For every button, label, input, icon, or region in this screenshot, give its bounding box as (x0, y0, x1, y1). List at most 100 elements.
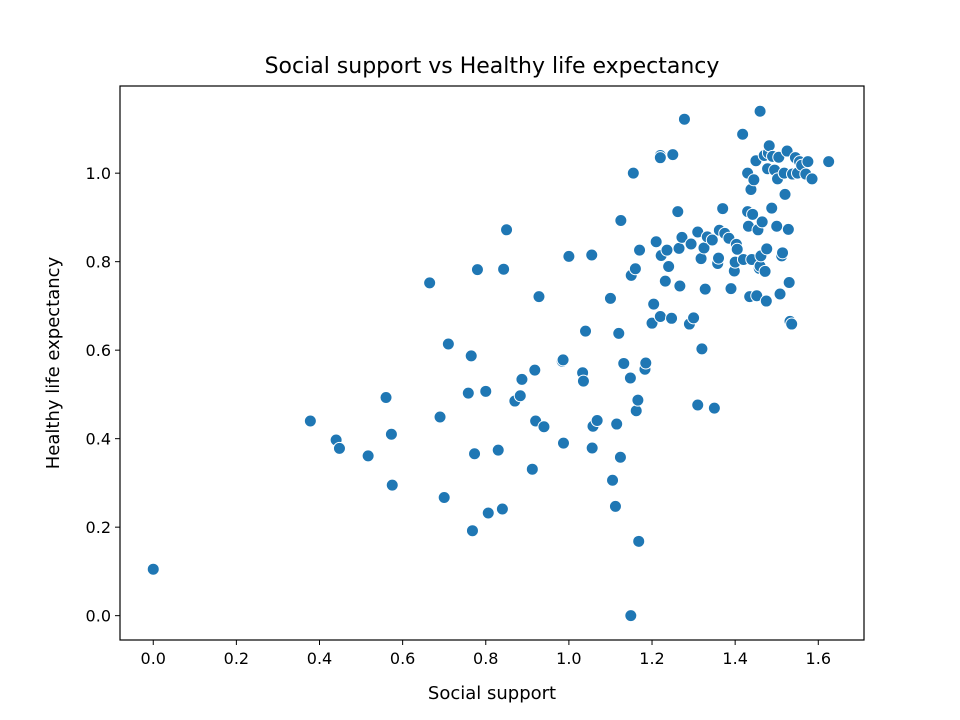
data-point (658, 274, 672, 288)
data-point (760, 242, 774, 256)
data-point (441, 337, 455, 351)
data-point (698, 282, 712, 296)
data-point (491, 443, 505, 457)
data-point (479, 384, 493, 398)
data-point (513, 389, 527, 403)
chart-title: Social support vs Healthy life expectanc… (265, 54, 720, 79)
x-tick-label: 0.4 (307, 649, 332, 668)
data-point (639, 356, 653, 370)
data-point (707, 401, 721, 415)
data-point (385, 478, 399, 492)
data-point (746, 207, 760, 221)
data-point (632, 534, 646, 548)
data-point (776, 246, 790, 260)
plot-frame (119, 85, 865, 641)
data-point (716, 202, 730, 216)
data-point (379, 391, 393, 405)
data-point (694, 252, 708, 266)
data-point (579, 324, 593, 338)
y-tick-label: 0.4 (86, 430, 111, 449)
data-point (464, 349, 478, 363)
x-tick-label: 0.2 (224, 649, 249, 668)
data-point (753, 104, 767, 118)
data-point (617, 356, 631, 370)
data-point (562, 249, 576, 263)
y-axis: 0.0 0.2 0.4 0.6 0.8 1.0 (86, 164, 120, 626)
data-point (653, 151, 667, 165)
y-tick-label: 0.8 (86, 253, 111, 272)
x-tick-label: 1.6 (806, 649, 831, 668)
x-axis-label: Social support (428, 683, 556, 704)
data-point (695, 342, 709, 356)
data-point (525, 462, 539, 476)
y-tick-label: 0.6 (86, 341, 111, 360)
data-point (765, 201, 779, 215)
data-point (691, 398, 705, 412)
data-point (585, 248, 599, 262)
x-axis: 0.0 0.2 0.4 0.6 0.8 1.0 1.2 1.4 1.6 (141, 640, 831, 668)
data-point (361, 449, 375, 463)
data-point (556, 436, 570, 450)
data-point (736, 127, 750, 141)
data-point (684, 237, 698, 251)
data-point (665, 311, 679, 325)
data-point (805, 172, 819, 186)
data-point (495, 502, 509, 516)
data-point (626, 166, 640, 180)
data-point (712, 251, 726, 265)
data-point (687, 311, 701, 325)
data-point (724, 282, 738, 296)
data-point (822, 155, 836, 169)
data-point (532, 290, 546, 304)
data-point (653, 310, 667, 324)
data-point (576, 374, 590, 388)
data-point (556, 353, 570, 367)
data-point (778, 187, 792, 201)
data-point (662, 260, 676, 274)
y-tick-label: 0.0 (86, 607, 111, 626)
data-point (785, 317, 799, 331)
data-point (623, 371, 637, 385)
data-point (677, 112, 691, 126)
data-point (759, 294, 773, 308)
data-point (423, 276, 437, 290)
data-point (603, 291, 617, 305)
x-tick-label: 0.0 (141, 649, 166, 668)
data-point (585, 441, 599, 455)
data-point (515, 372, 529, 386)
data-point (590, 414, 604, 428)
y-axis-label: Healthy life expectancy (43, 256, 64, 469)
data-point (781, 222, 795, 236)
data-point (500, 223, 514, 237)
y-tick-label: 1.0 (86, 164, 111, 183)
data-point (705, 233, 719, 247)
data-point (773, 287, 787, 301)
data-point (801, 155, 815, 169)
data-point (631, 393, 645, 407)
data-point (613, 450, 627, 464)
data-point (303, 414, 317, 428)
x-tick-label: 1.4 (722, 649, 747, 668)
data-point (755, 215, 769, 229)
data-point (465, 524, 479, 538)
data-point (468, 447, 482, 461)
data-point (433, 410, 447, 424)
x-tick-label: 1.0 (556, 649, 581, 668)
data-point (758, 264, 772, 278)
points-layer (146, 104, 836, 623)
data-point (384, 427, 398, 441)
data-point (660, 243, 674, 257)
data-point (628, 262, 642, 276)
x-tick-label: 0.6 (390, 649, 415, 668)
data-point (629, 404, 643, 418)
data-point (647, 297, 661, 311)
data-point (461, 386, 475, 400)
data-point (633, 243, 647, 257)
data-point (528, 363, 542, 377)
data-point (782, 275, 796, 289)
data-point (146, 562, 160, 576)
data-point (497, 262, 511, 276)
data-point (624, 609, 638, 623)
data-point (537, 420, 551, 434)
